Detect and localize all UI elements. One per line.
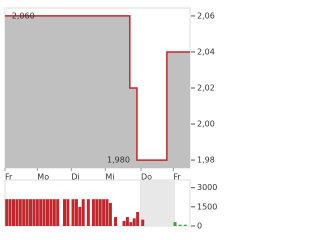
annotation: 1,980 [107,156,130,165]
y-tick-label: 0 [197,222,202,231]
volume-bar [95,199,99,226]
volume-bar [42,199,46,226]
y-tick-label: 2,04 [197,47,215,56]
volume-bar [108,203,112,226]
volume-bar [102,199,106,226]
x-tick-label: Di [71,173,79,182]
y-tick-label: 2,00 [197,120,215,129]
volume-bar [81,199,85,226]
price-line [5,15,190,161]
annotation: 2,060 [12,11,35,20]
volume-bar [12,199,16,226]
volume-bar [105,199,109,226]
volume-bar [125,217,129,226]
y-tick-label: 3000 [197,183,217,192]
volume-bar [86,199,90,226]
volume-bar [66,199,70,226]
volume-bar [8,199,12,226]
volume-bar [114,217,118,226]
volume-bar [178,224,182,226]
volume-bar [78,206,82,226]
volume-bar [122,220,126,226]
x-tick-label: Do [141,173,152,182]
x-tick-label: Mo [37,173,49,182]
volume-bar [183,224,187,226]
x-tick-label: Fr [5,173,13,182]
volume-bar [49,199,53,226]
price-area [5,15,190,168]
volume-bar [74,199,78,226]
volume-bar [15,199,19,226]
volume-bar [35,199,39,226]
y-tick-label: 2,02 [197,84,215,93]
volume-shade [140,180,175,226]
volume-bar [63,199,67,226]
volume-bar [32,199,36,226]
y-tick-label: 2,06 [197,11,215,20]
volume-bar [18,199,22,226]
volume-bar [136,211,140,226]
chart: 1,98 2,00 2,02 2,04 2,06 Fr Mo Di Mi Do Fr 2,060 1,9… [4,7,217,231]
volume-bar [132,218,136,226]
y-tick-label: 1,98 [197,156,215,165]
x-tick-label: Fr [173,173,181,182]
volume-bar [22,199,26,226]
volume-bar [39,199,43,226]
volume-bar [71,199,75,226]
volume-bar [46,199,50,226]
volume-bar [98,199,102,226]
volume-bar [173,222,177,226]
volume-bar [141,219,145,226]
volume-bar [29,199,33,226]
volume-bar [25,199,29,226]
x-tick-label: Mi [105,173,114,182]
volume-bar [52,199,56,226]
volume-bar [129,222,133,226]
volume-bar [91,199,95,226]
volume-bar [56,199,60,226]
volume-bar [5,199,9,226]
y-tick-label: 1500 [197,202,217,211]
